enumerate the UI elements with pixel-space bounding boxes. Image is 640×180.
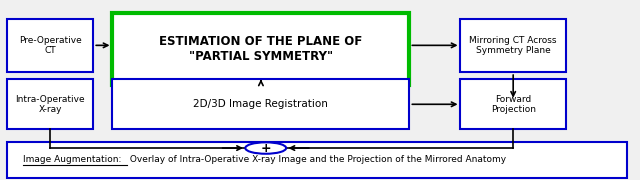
- Text: 2D/3D Image Registration: 2D/3D Image Registration: [193, 99, 328, 109]
- FancyBboxPatch shape: [7, 79, 93, 129]
- Text: ESTIMATION OF THE PLANE OF
"PARTIAL SYMMETRY": ESTIMATION OF THE PLANE OF "PARTIAL SYMM…: [159, 35, 362, 63]
- Text: Mirroring CT Across
Symmetry Plane: Mirroring CT Across Symmetry Plane: [469, 36, 557, 55]
- Text: +: +: [260, 141, 271, 155]
- Text: Forward
Projection: Forward Projection: [491, 94, 536, 114]
- FancyBboxPatch shape: [461, 79, 566, 129]
- Text: Overlay of Intra-Operative X-ray Image and the Projection of the Mirrored Anatom: Overlay of Intra-Operative X-ray Image a…: [127, 155, 506, 164]
- FancyBboxPatch shape: [113, 13, 410, 85]
- Text: Intra-Operative
X-ray: Intra-Operative X-ray: [15, 94, 85, 114]
- Text: Pre-Operative
CT: Pre-Operative CT: [19, 36, 81, 55]
- Circle shape: [245, 142, 286, 154]
- FancyBboxPatch shape: [7, 142, 627, 177]
- Text: Image Augmentation:: Image Augmentation:: [23, 155, 122, 164]
- FancyBboxPatch shape: [113, 79, 410, 129]
- FancyBboxPatch shape: [461, 19, 566, 72]
- FancyBboxPatch shape: [7, 19, 93, 72]
